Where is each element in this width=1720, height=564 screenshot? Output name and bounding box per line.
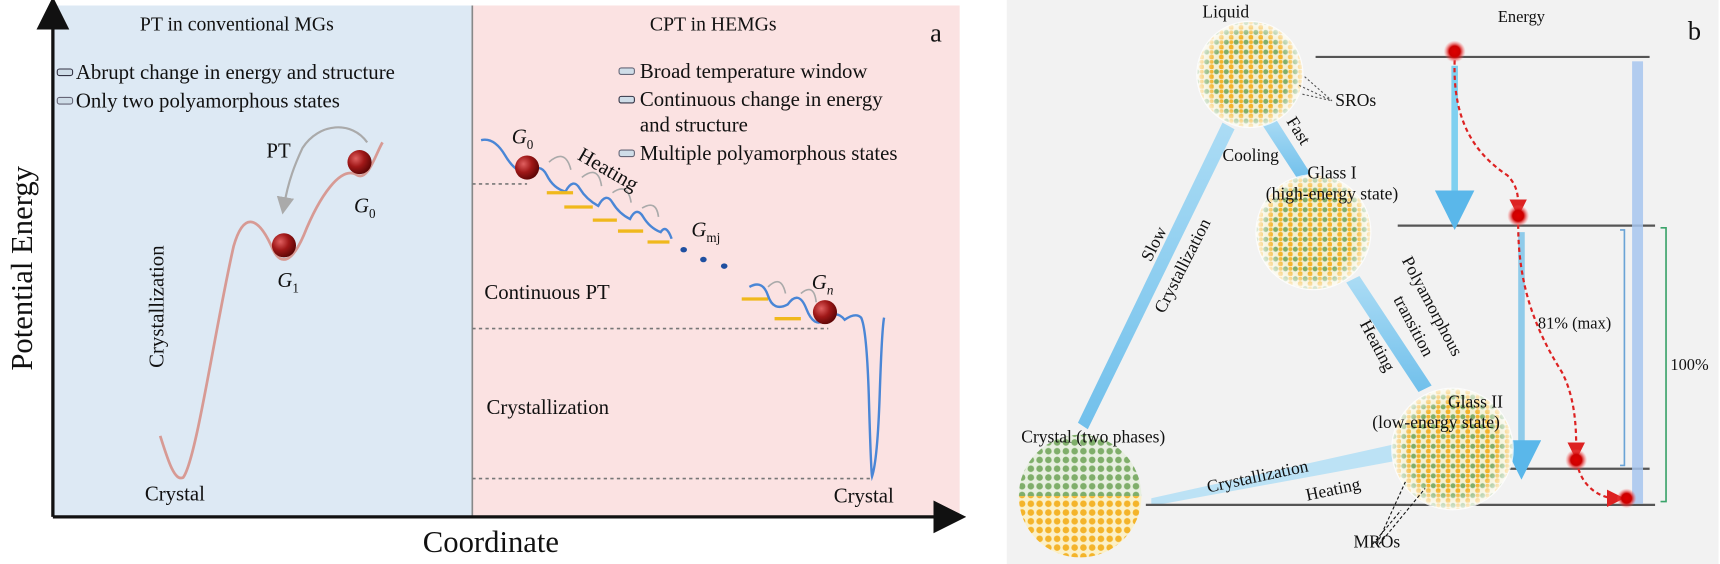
crystallization-label: Crystallization <box>145 245 168 368</box>
state-ball <box>347 150 372 175</box>
panel-label: a <box>930 19 942 48</box>
sphere-edge <box>1255 174 1372 291</box>
glass-1-label: Glass I <box>1307 163 1356 183</box>
subscript: 0 <box>369 206 376 221</box>
g0-label: G0 <box>512 125 534 151</box>
heating-arrows <box>767 280 818 303</box>
pct-100: 100% <box>1670 355 1709 374</box>
g1-label: G1 <box>277 269 299 295</box>
pt-label: PT <box>266 140 291 163</box>
dot <box>700 256 707 263</box>
subscript: n <box>827 283 834 298</box>
right-title: CPT in HEMGs <box>650 14 777 36</box>
pointer <box>1298 76 1333 102</box>
x-axis-title: Coordinate <box>423 525 559 559</box>
legend-text: Multiple polyamorphous states <box>640 142 898 165</box>
state-ball <box>812 300 838 325</box>
mros-label: MROs <box>1354 532 1401 552</box>
bracket <box>1660 226 1667 503</box>
gn-label: Gn <box>812 271 834 297</box>
sros-label: SROs <box>1335 90 1376 110</box>
subscript: 0 <box>527 137 534 152</box>
pct-81: 81% (max) <box>1538 314 1611 333</box>
subscript: 1 <box>292 280 299 295</box>
legend-text: Only two polyamorphous states <box>76 89 340 112</box>
legend-icon <box>56 96 74 105</box>
glass-2-label: Glass II <box>1448 391 1503 411</box>
crystal-label: Crystal (two phases) <box>1021 426 1165 446</box>
fast-band <box>1260 116 1311 180</box>
energy-label: Energy <box>1498 7 1546 26</box>
symbol: G <box>512 125 527 148</box>
sphere-edge <box>1196 20 1304 129</box>
glass-1-state: (high-energy state) <box>1266 183 1399 203</box>
heating-band <box>1346 275 1432 393</box>
subscript: mj <box>706 230 720 245</box>
red-path <box>1453 60 1527 217</box>
crystal-yellow <box>1018 496 1142 558</box>
symbol: G <box>691 219 706 242</box>
state-levels <box>546 191 801 321</box>
liquid-label: Liquid <box>1202 2 1249 22</box>
energy-dot <box>1507 204 1530 227</box>
energy-curve <box>748 283 886 482</box>
legend-text: and structure <box>640 113 748 136</box>
glass-2-state: (low-energy state) <box>1372 412 1500 432</box>
left-background <box>53 5 473 517</box>
energy-curve <box>158 141 384 480</box>
legend-icon <box>56 68 74 77</box>
state-ball <box>271 233 296 258</box>
symbol: G <box>812 271 827 294</box>
dot <box>680 246 687 253</box>
legend-icon <box>618 149 635 158</box>
bracket <box>1620 229 1626 467</box>
g0-label: G0 <box>354 194 376 220</box>
heating-arrows <box>548 155 660 217</box>
gmj-label: Gmj <box>691 219 720 245</box>
red-path <box>1577 468 1625 508</box>
crystallization-label: Crystallization <box>487 396 610 419</box>
symbol: G <box>277 269 292 292</box>
legend-icon <box>618 95 635 104</box>
energy-bar <box>1632 61 1644 504</box>
panel-a: PT in conventional MGs CPT in HEMGs a Ab… <box>5 0 967 559</box>
energy-dot <box>1565 449 1588 471</box>
symbol: G <box>354 194 369 217</box>
left-title: PT in conventional MGs <box>140 14 334 36</box>
legend-text: Abrupt change in energy and structure <box>76 61 395 84</box>
crystallization-band <box>1151 443 1402 506</box>
panel-label: b <box>1688 16 1701 45</box>
crystal-label: Crystal <box>834 485 894 508</box>
crystal-label: Crystal <box>145 482 205 505</box>
legend-text: Broad temperature window <box>640 60 868 83</box>
energy-dot <box>1443 40 1466 63</box>
energy-dot <box>1616 488 1637 509</box>
cooling-label: Cooling <box>1222 145 1279 165</box>
pt-arrow <box>276 126 369 215</box>
panel-b: b 81% (max) 100% <box>1006 0 1719 564</box>
y-axis-title: Potential Energy <box>5 165 39 370</box>
legend-text: Continuous change in energy <box>640 88 883 111</box>
state-ball <box>515 155 540 180</box>
legend-icon <box>618 67 635 76</box>
slow-band <box>1077 122 1235 430</box>
continuous-pt-label: Continuous PT <box>484 281 610 304</box>
crystal-green <box>1018 434 1142 497</box>
sphere-edge <box>1391 387 1514 511</box>
dot <box>720 263 728 269</box>
pointer <box>1372 481 1426 545</box>
